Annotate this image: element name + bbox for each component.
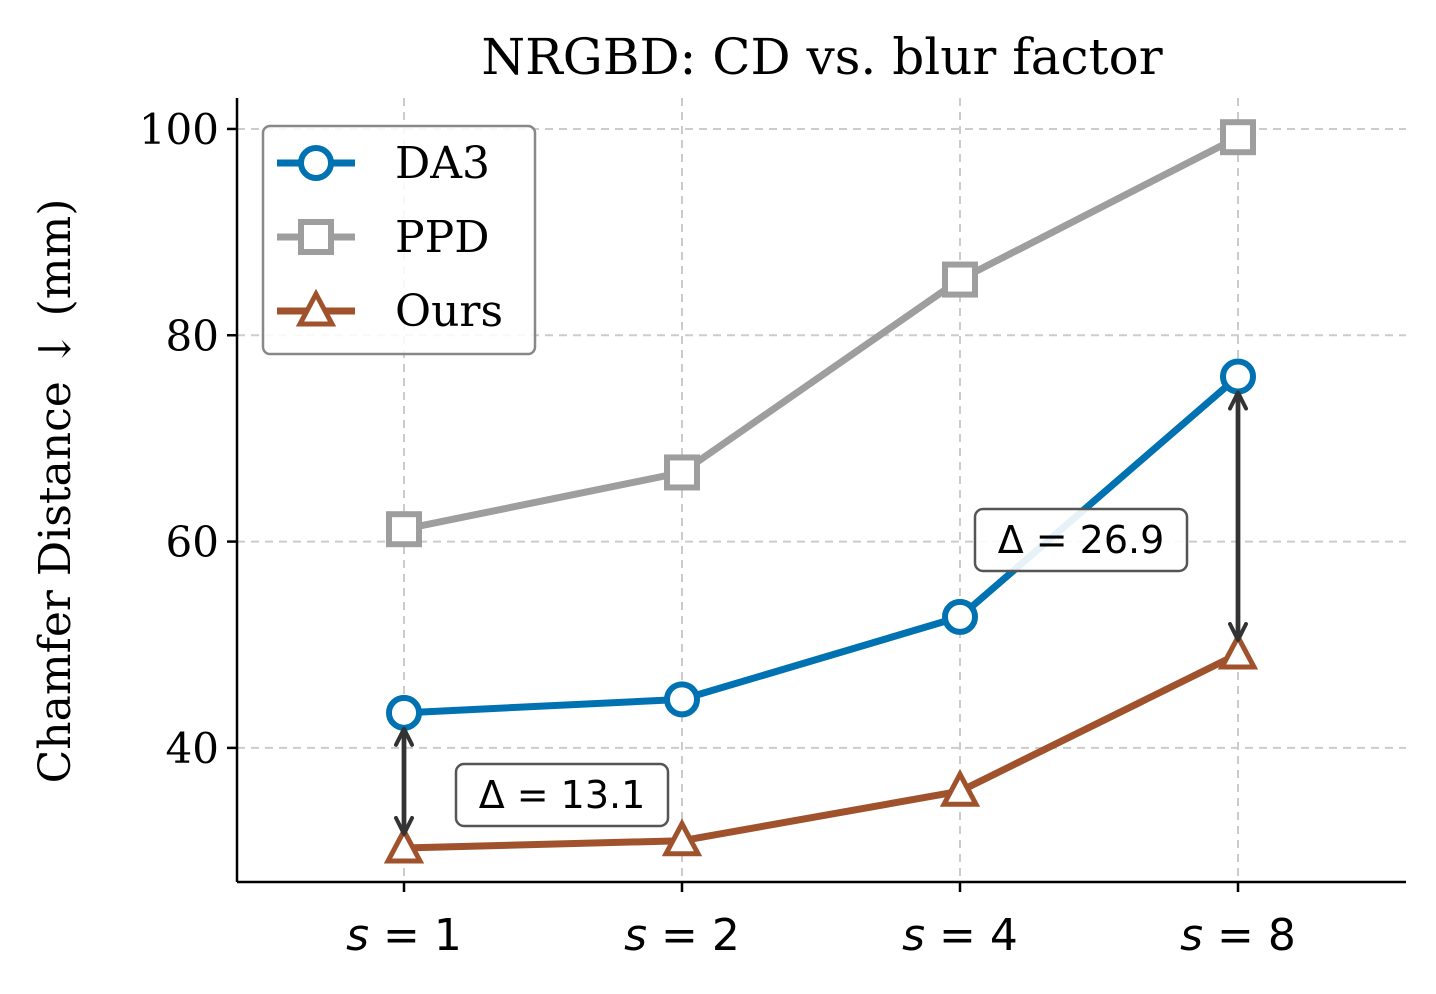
legend-box [261,124,537,356]
series-markers-da3 [386,358,1256,731]
series-layer [383,119,1259,864]
y-tick-label-60: 60 [166,518,219,567]
legend: DA3 PPD Ours [261,124,537,356]
data-point-ppd-1 [664,454,700,491]
data-point-da3-3 [1220,358,1256,395]
annotation-layer: Δ = 13.1 Δ = 26.9 [394,390,1248,836]
legend-label-da3: DA3 [395,138,490,189]
data-point-da3-1 [664,681,700,718]
data-point-ours-2 [939,768,981,807]
data-point-ours-0 [383,825,425,864]
y-axis-label: Chamfer Distance ↓ (mm) [30,199,81,784]
annotation-box-0 [454,762,670,828]
series-line-da3 [403,373,1241,717]
x-tick-label-0: s = 1 [346,910,462,961]
data-point-da3-2 [942,598,978,635]
x-tick-label-3: s = 8 [1180,910,1296,961]
legend-marker-ours [295,288,337,327]
data-point-ppd-3 [1220,119,1256,156]
y-tick-label-100: 100 [139,105,219,154]
series-ours [403,650,1240,852]
series-line-ours [403,650,1240,852]
legend-marker-ppd [298,219,334,255]
y-tick-label-80: 80 [166,311,219,360]
ticks: 40 60 80 100 s = 1 s = 2 s = 4 s = 8 [139,105,1296,961]
data-point-ppd-0 [386,511,422,548]
legend-marker-da3 [298,145,334,181]
data-point-ours-1 [661,818,703,857]
annotation-label-0: Δ = 13.1 [479,773,646,817]
x-tick-label-1: s = 2 [624,910,740,961]
series-line-ppd [403,134,1240,533]
series-markers-ppd [386,119,1256,548]
data-point-ours-3 [1217,631,1259,670]
legend-label-ours: Ours [395,286,503,337]
x-tick-label-2: s = 4 [902,910,1018,961]
chart-title: NRGBD: CD vs. blur factor [481,28,1162,86]
annotation-box-1 [973,507,1189,573]
data-point-ppd-2 [942,261,978,298]
annotation-label-1: Δ = 26.9 [998,518,1165,562]
series-markers-ours [383,631,1259,864]
axes [235,98,1406,884]
series-ppd [403,134,1240,533]
legend-label-ppd: PPD [395,212,490,263]
data-point-da3-0 [386,694,422,731]
y-tick-label-40: 40 [166,724,219,773]
series-da3 [403,373,1241,717]
